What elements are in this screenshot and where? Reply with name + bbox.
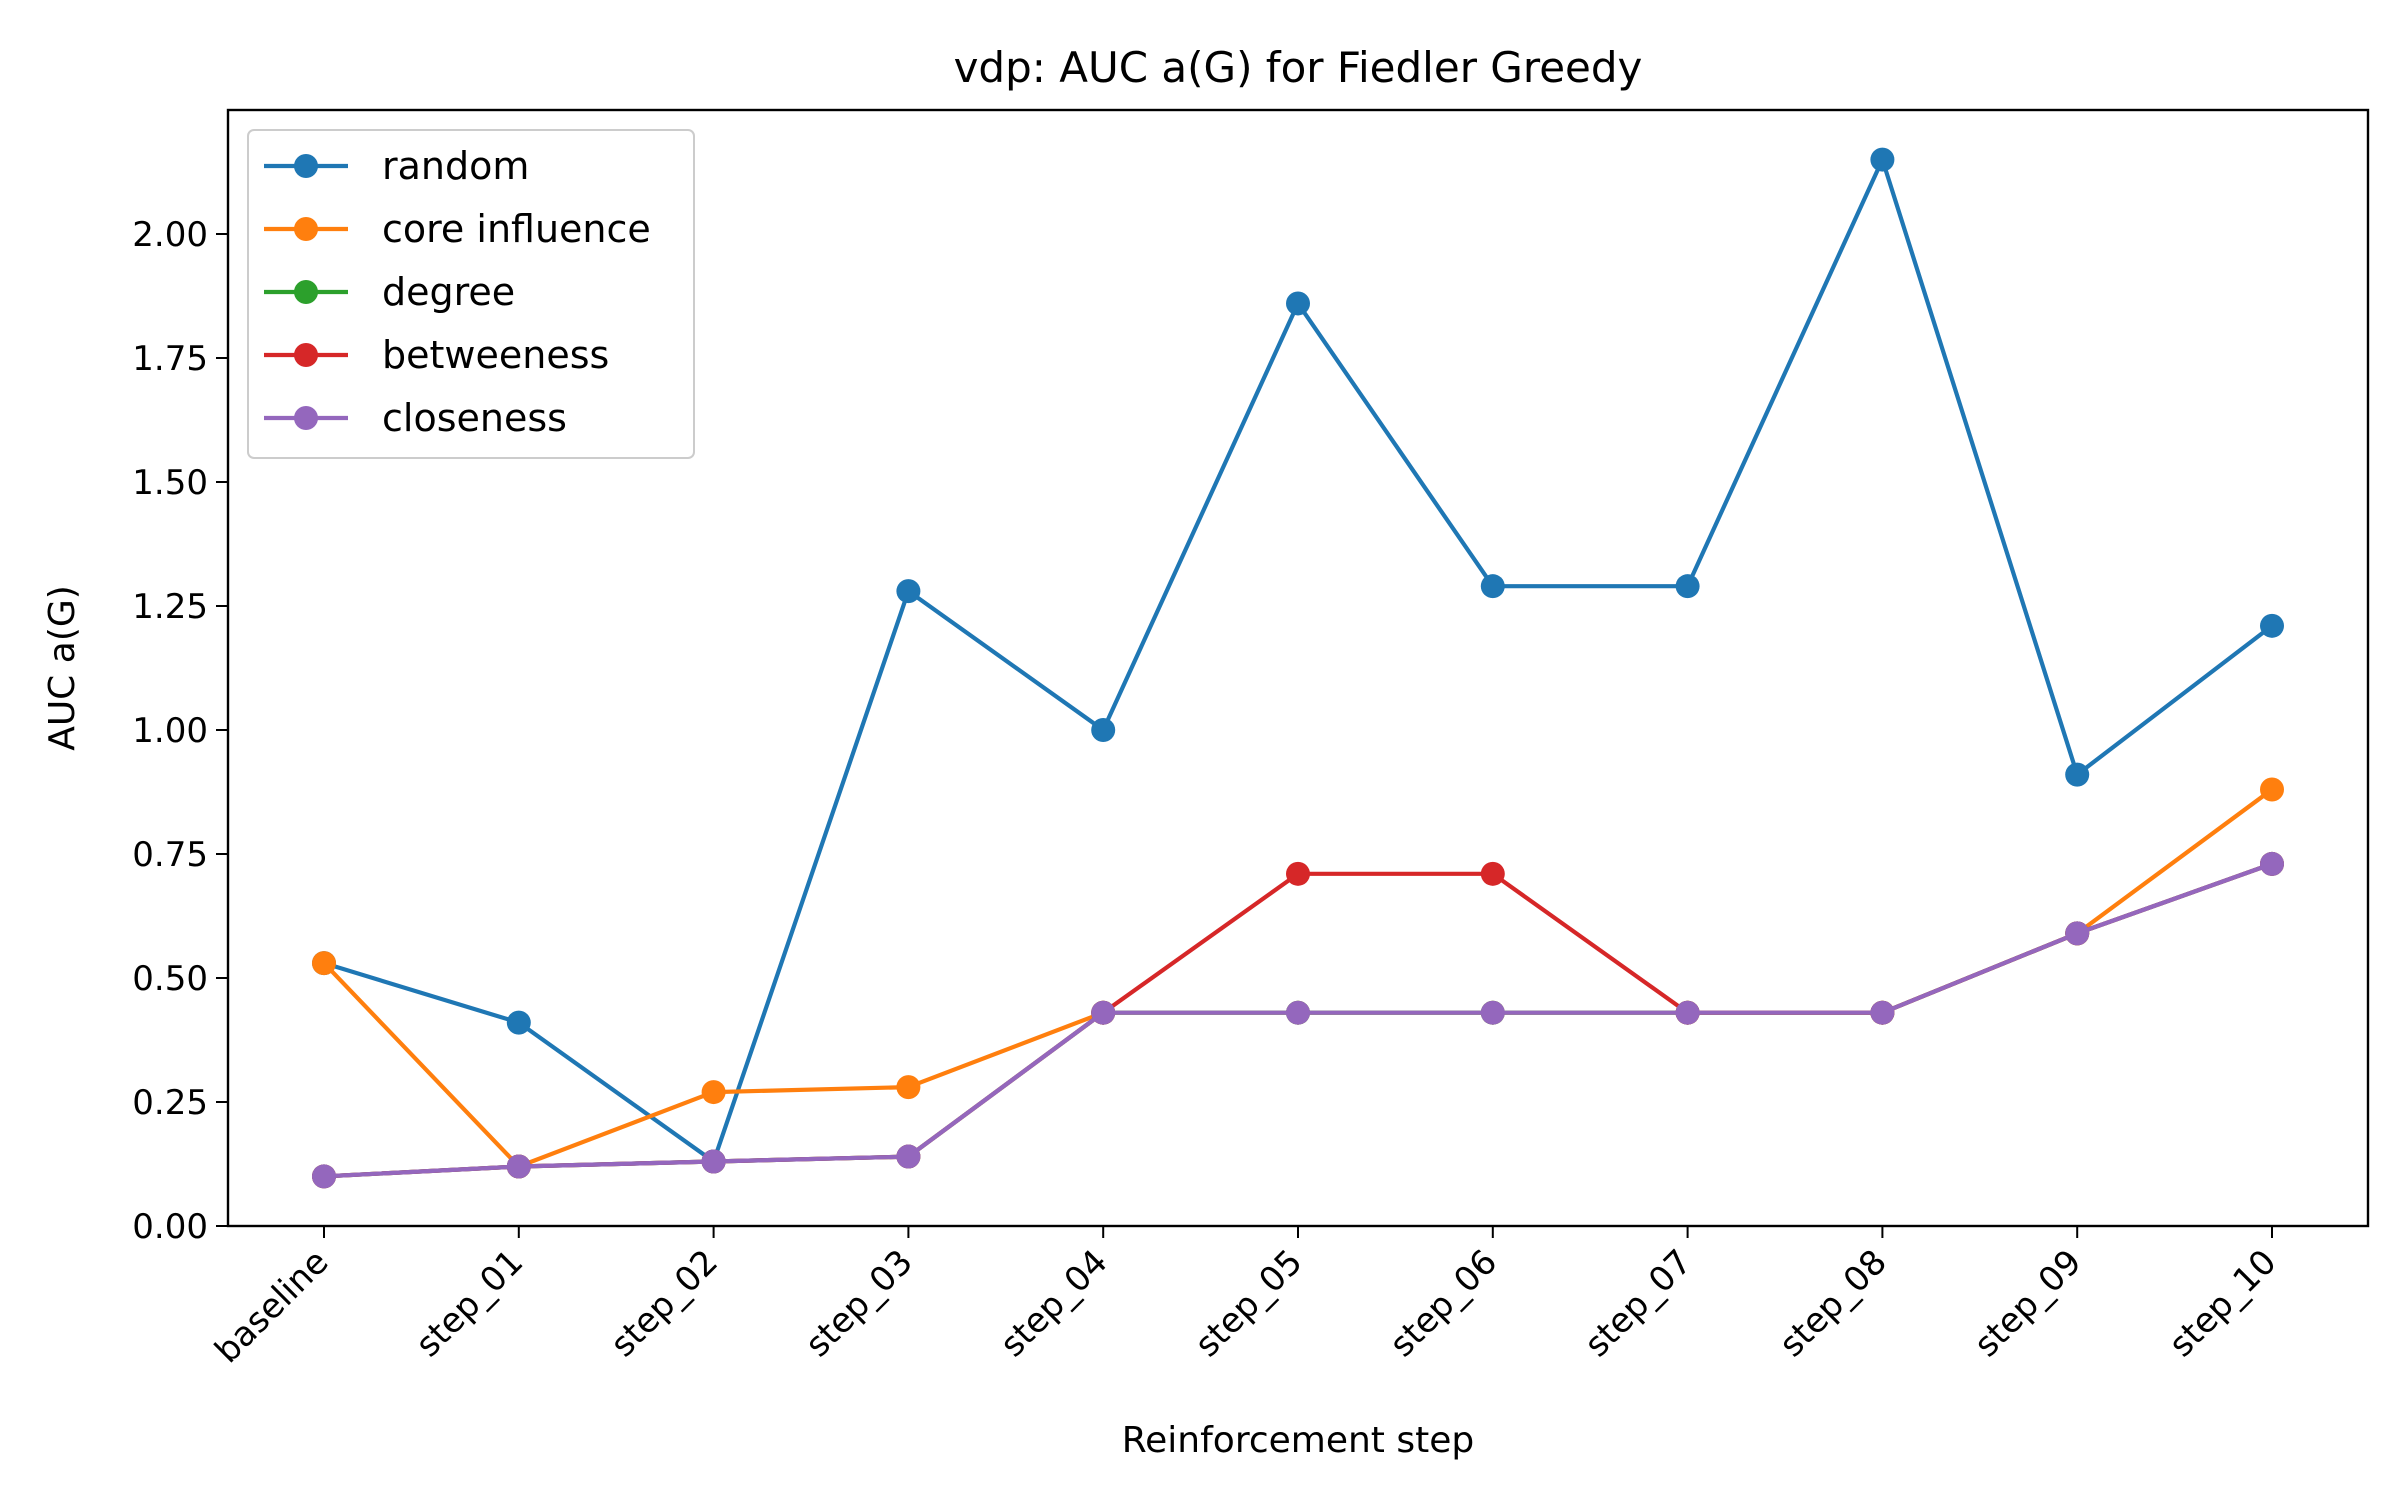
data-point <box>1480 574 1505 599</box>
data-point <box>701 1080 726 1105</box>
data-point <box>1675 1000 1700 1025</box>
data-point <box>1091 1000 1116 1025</box>
data-point <box>2065 762 2090 787</box>
x-tick-label: step_07 <box>1577 1242 1700 1365</box>
data-point <box>896 579 921 604</box>
y-tick-label: 1.00 <box>132 711 208 751</box>
series-line <box>322 787 2274 1169</box>
legend-label: random <box>382 144 529 188</box>
data-point <box>2260 613 2284 638</box>
legend: random core influence degree betweeness clos… <box>247 129 695 459</box>
y-axis-label: AUC a(G) <box>42 585 83 751</box>
y-tick-label: 1.25 <box>132 587 208 627</box>
x-tick-label: step_04 <box>993 1242 1116 1365</box>
legend-item: closeness <box>264 396 567 440</box>
data-point <box>312 1164 336 1189</box>
data-point <box>896 1144 921 1169</box>
x-tick-label: step_02 <box>603 1242 726 1365</box>
legend-label: betweeness <box>382 333 609 377</box>
data-point <box>1480 1000 1505 1025</box>
y-tick-label: 0.00 <box>132 1207 208 1247</box>
y-tick-label: 2.00 <box>132 215 208 255</box>
data-point <box>312 951 336 976</box>
legend-label: degree <box>382 270 515 314</box>
data-point <box>1870 147 1895 172</box>
legend-item: core influence <box>264 207 651 251</box>
data-point <box>896 1075 921 1100</box>
data-point <box>2260 777 2284 802</box>
data-point <box>701 1149 726 1174</box>
y-tick-label: 0.25 <box>132 1083 208 1123</box>
x-tick-label: step_03 <box>798 1242 921 1365</box>
x-axis-label: Reinforcement step <box>1122 1420 1474 1461</box>
data-point <box>506 1010 531 1035</box>
data-point <box>1091 718 1116 742</box>
legend-swatch-marker <box>294 343 318 367</box>
legend-item: betweeness <box>264 333 609 377</box>
legend-swatch-marker <box>294 406 318 430</box>
legend-box <box>247 129 695 459</box>
y-tick-label: 0.50 <box>132 959 208 999</box>
x-tick-label: baseline <box>207 1242 336 1371</box>
data-point <box>1480 861 1505 886</box>
legend-swatch-marker <box>294 280 318 304</box>
data-point <box>1286 1000 1310 1025</box>
x-tick-label: step_10 <box>2161 1242 2284 1365</box>
series-closeness <box>312 851 2284 1189</box>
y-tick-label: 1.75 <box>132 339 208 379</box>
legend-item: degree <box>264 270 515 314</box>
legend-item: random <box>264 144 529 188</box>
legend-swatch-marker <box>294 154 318 178</box>
x-tick-label: step_09 <box>1967 1242 2090 1365</box>
x-tick-label: step_01 <box>408 1242 531 1365</box>
y-tick-label: 0.75 <box>132 835 208 875</box>
x-tick-label: step_05 <box>1187 1242 1310 1365</box>
legend-label: core influence <box>382 207 651 251</box>
series-core-influence <box>312 777 2284 1179</box>
plot-frame <box>226 108 2370 1228</box>
data-point <box>1675 574 1700 599</box>
x-tick-label: step_06 <box>1382 1242 1505 1365</box>
data-point <box>1870 1000 1895 1025</box>
chart-title: vdp: AUC a(G) for Fiedler Greedy <box>954 43 1643 92</box>
x-tick-label: step_08 <box>1772 1242 1895 1365</box>
legend-swatch-marker <box>294 217 318 241</box>
data-point <box>2260 851 2284 876</box>
data-point <box>506 1154 531 1179</box>
y-tick-label: 1.50 <box>132 463 208 503</box>
data-point <box>1286 861 1310 886</box>
data-point <box>1286 291 1310 316</box>
legend-label: closeness <box>382 396 567 440</box>
data-point <box>2065 921 2090 946</box>
